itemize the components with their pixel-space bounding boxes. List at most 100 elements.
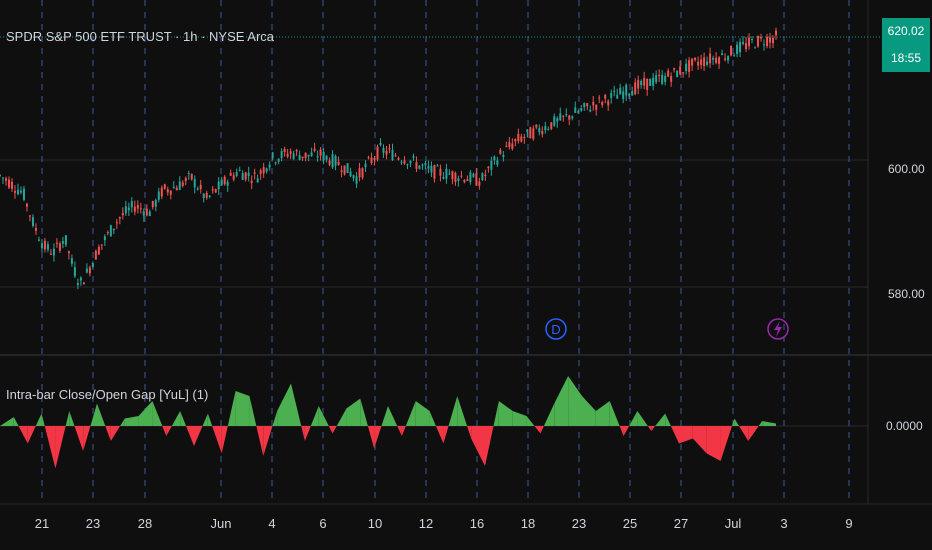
oscillator-segment xyxy=(27,426,36,444)
candle xyxy=(475,168,478,186)
oscillator-segment xyxy=(623,426,630,436)
candle xyxy=(115,218,118,229)
candle xyxy=(604,93,607,104)
candle xyxy=(256,174,259,183)
candle xyxy=(400,160,403,166)
candle xyxy=(739,38,742,58)
candle xyxy=(586,103,589,111)
candle xyxy=(643,71,646,90)
oscillator-segment xyxy=(90,403,97,426)
candle xyxy=(346,163,349,174)
candle xyxy=(7,176,10,190)
oscillator-segment xyxy=(467,426,472,439)
candle xyxy=(592,95,595,111)
bar-countdown: 18:55 xyxy=(890,51,922,65)
earnings-marker[interactable] xyxy=(767,318,789,340)
candle xyxy=(430,161,433,177)
oscillator-segment xyxy=(310,406,319,426)
candle xyxy=(559,107,562,121)
candle xyxy=(151,200,154,210)
dividend-marker[interactable]: D xyxy=(545,318,567,340)
oscillator-segment xyxy=(748,426,759,441)
candle xyxy=(220,176,223,186)
candle xyxy=(268,161,271,171)
candle xyxy=(13,185,16,199)
candle xyxy=(379,138,382,147)
time-tick-label: 23 xyxy=(572,516,586,531)
candle xyxy=(412,153,415,161)
candle xyxy=(772,35,775,49)
candle xyxy=(322,148,325,165)
candle xyxy=(652,72,655,91)
candle xyxy=(382,144,385,158)
time-tick-label: 16 xyxy=(470,516,484,531)
oscillator-segment xyxy=(582,396,596,426)
oscillator-segment xyxy=(272,411,278,426)
oscillator-segment xyxy=(493,401,499,426)
candle xyxy=(238,166,241,172)
candle xyxy=(355,171,358,189)
lightning-icon xyxy=(774,321,782,337)
candle xyxy=(136,200,139,214)
candle xyxy=(226,179,229,192)
candle xyxy=(658,69,661,82)
candle xyxy=(43,237,46,253)
candle xyxy=(466,175,469,181)
candle xyxy=(334,154,337,171)
candle xyxy=(94,249,97,260)
oscillator-segment xyxy=(758,421,763,426)
candlestick-series xyxy=(0,27,777,290)
candle xyxy=(460,170,463,179)
candle xyxy=(607,99,610,111)
candle xyxy=(664,72,667,86)
oscillator-segment xyxy=(41,413,45,426)
time-tick-label: Jun xyxy=(211,516,232,531)
candle xyxy=(421,163,424,170)
candle xyxy=(160,185,163,200)
candle xyxy=(91,261,94,269)
oscillator-segment xyxy=(186,426,194,446)
candle xyxy=(433,164,436,183)
candle xyxy=(169,190,172,200)
oscillator-segment xyxy=(734,418,740,426)
indicator-title[interactable]: Intra-bar Close/Open Gap [YuL] (1) xyxy=(6,387,208,402)
candle xyxy=(511,138,514,151)
oscillator-segment xyxy=(448,396,458,426)
oscillator-segment xyxy=(706,426,721,461)
oscillator-segment xyxy=(120,418,125,426)
candle xyxy=(661,70,664,86)
candle xyxy=(448,169,451,175)
time-tick-label: Jul xyxy=(725,516,742,531)
oscillator-segment xyxy=(388,406,398,426)
time-axis[interactable]: 21 23 28 Jun 4 6 10 12 16 18 23 25 27 Jul 3 9 xyxy=(35,516,853,531)
candle xyxy=(517,128,520,144)
oscillator-segment xyxy=(336,408,347,426)
oscillator-segment xyxy=(0,417,14,426)
chart-title[interactable]: SPDR S&P 500 ETF TRUST · 1h · NYSE Arca xyxy=(6,29,275,44)
oscillator-segment xyxy=(249,396,257,426)
candle xyxy=(235,168,238,178)
candle xyxy=(295,148,298,156)
candle xyxy=(247,166,250,182)
oscillator-segment xyxy=(291,383,302,426)
oscillator-segment xyxy=(670,426,679,444)
candle xyxy=(283,146,286,157)
candle xyxy=(718,56,721,69)
candle xyxy=(190,173,193,181)
candle xyxy=(502,150,505,162)
time-tick-label: 9 xyxy=(845,516,852,531)
candle xyxy=(619,83,622,95)
candle xyxy=(655,70,658,85)
candle xyxy=(487,166,490,173)
oscillator-segment xyxy=(328,426,333,434)
candle xyxy=(184,176,187,186)
candle xyxy=(490,156,493,176)
candle xyxy=(157,187,160,203)
candle xyxy=(61,236,64,249)
candle xyxy=(493,155,496,165)
time-tick-label: 4 xyxy=(268,516,275,531)
candle xyxy=(16,183,19,196)
oscillator-segment xyxy=(568,376,582,426)
candle xyxy=(553,113,556,127)
